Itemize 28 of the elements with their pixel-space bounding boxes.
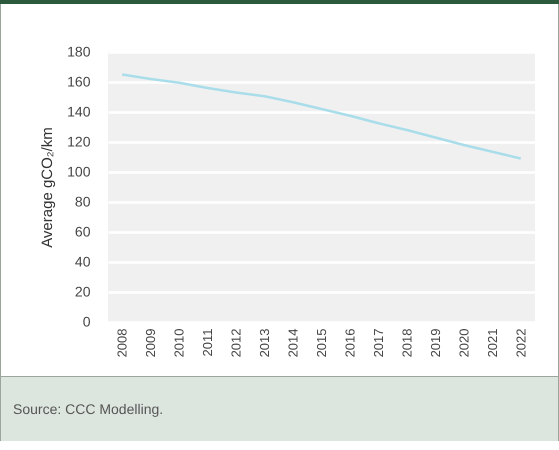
y-tick-label: 140	[67, 104, 91, 120]
y-tick-label: 160	[67, 74, 91, 90]
y-tick-label: 60	[74, 224, 91, 240]
y-tick-label: 100	[67, 164, 91, 180]
x-tick-label: 2009	[143, 328, 158, 358]
y-tick-label: 0	[82, 314, 91, 330]
y-axis-title: Average gCO₂/km	[39, 127, 56, 248]
y-tick-label: 80	[74, 194, 91, 210]
x-tick-label: 2017	[370, 328, 386, 358]
y-tick-label: 40	[74, 254, 91, 270]
line-series	[120, 73, 522, 160]
x-tick-label: 2022	[513, 328, 528, 358]
y-tick-label: 20	[74, 284, 91, 300]
x-tick-label: 2011	[200, 328, 216, 356]
x-tick-label: 2013	[257, 328, 272, 358]
x-tick-label: 2008	[114, 328, 130, 358]
source-note: Source: CCC Modelling.	[13, 401, 164, 417]
x-tick-label: 2020	[456, 328, 472, 358]
y-tick-label: 180	[67, 44, 91, 60]
x-tick-label: 2019	[428, 328, 443, 358]
x-tick-label: 2014	[286, 328, 301, 358]
x-tick-label: 2015	[314, 328, 329, 358]
x-tick-label: 2010	[172, 328, 187, 358]
x-tick-label: 2018	[399, 328, 414, 358]
x-tick-label: 2021	[484, 328, 500, 358]
y-tick-label: 120	[67, 134, 91, 150]
x-tick-label: 2012	[228, 328, 244, 358]
x-tick-label: 2016	[342, 328, 358, 358]
